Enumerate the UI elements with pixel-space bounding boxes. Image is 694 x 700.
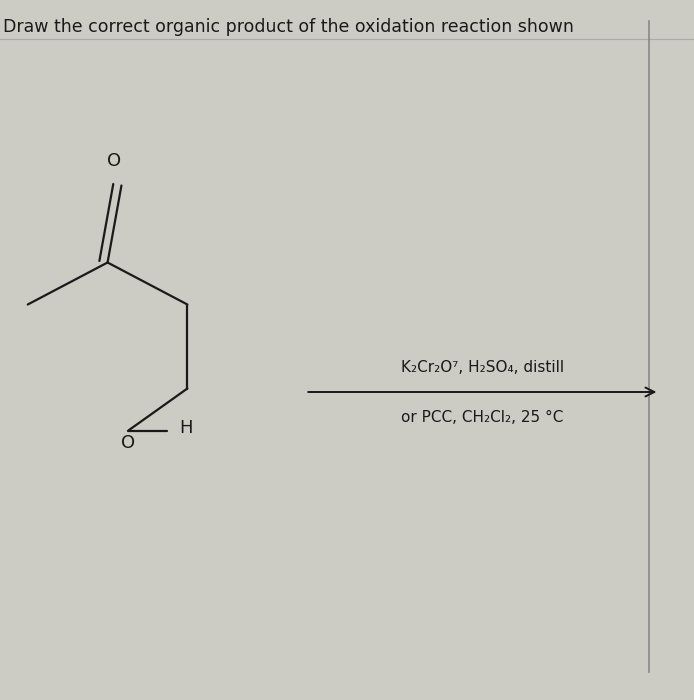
- Text: O: O: [121, 434, 135, 452]
- Text: Draw the correct organic product of the oxidation reaction shown: Draw the correct organic product of the …: [3, 18, 575, 36]
- Text: or PCC, CH₂Cl₂, 25 °C: or PCC, CH₂Cl₂, 25 °C: [401, 410, 564, 424]
- Text: H: H: [179, 419, 192, 438]
- Text: O: O: [108, 152, 121, 170]
- Text: K₂Cr₂O⁷, H₂SO₄, distill: K₂Cr₂O⁷, H₂SO₄, distill: [400, 360, 564, 374]
